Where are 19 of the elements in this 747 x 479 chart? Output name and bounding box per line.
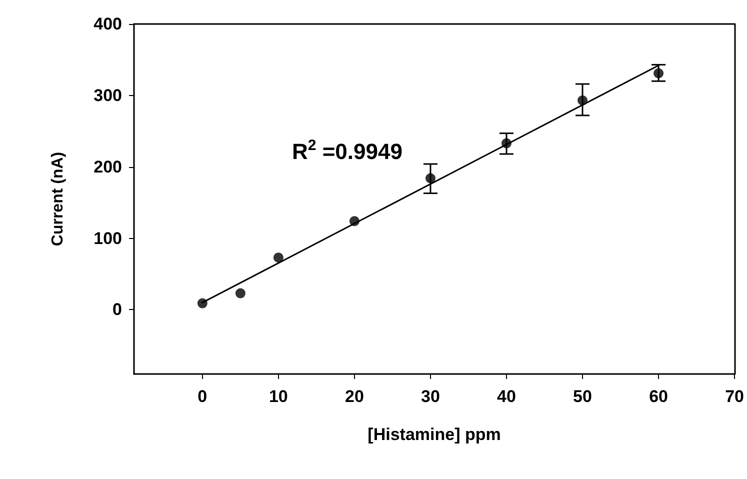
point [273,252,284,263]
point [197,298,208,308]
x-tick-label: 70 [725,387,744,406]
y-tick-label: 200 [94,157,122,176]
point [349,216,360,226]
x-tick-label: 0 [198,387,208,406]
y-tick-label: 400 [94,14,122,34]
x-tick-label: 50 [573,387,592,406]
x-tick-label: 10 [268,387,288,406]
x-tick-label: 60 [649,387,668,406]
y-tick-label: 300 [94,86,122,105]
y-axis-title: Current (nA) [50,152,66,246]
x-tick-label: 20 [344,387,364,406]
point [235,288,246,298]
y-tick-label: 100 [94,228,122,248]
x-tick-label: 40 [497,387,516,406]
x-tick-label: 30 [421,387,440,406]
y-tick-label: 0 [112,300,122,320]
x-axis-title: [Histamine] ppm [368,425,501,444]
